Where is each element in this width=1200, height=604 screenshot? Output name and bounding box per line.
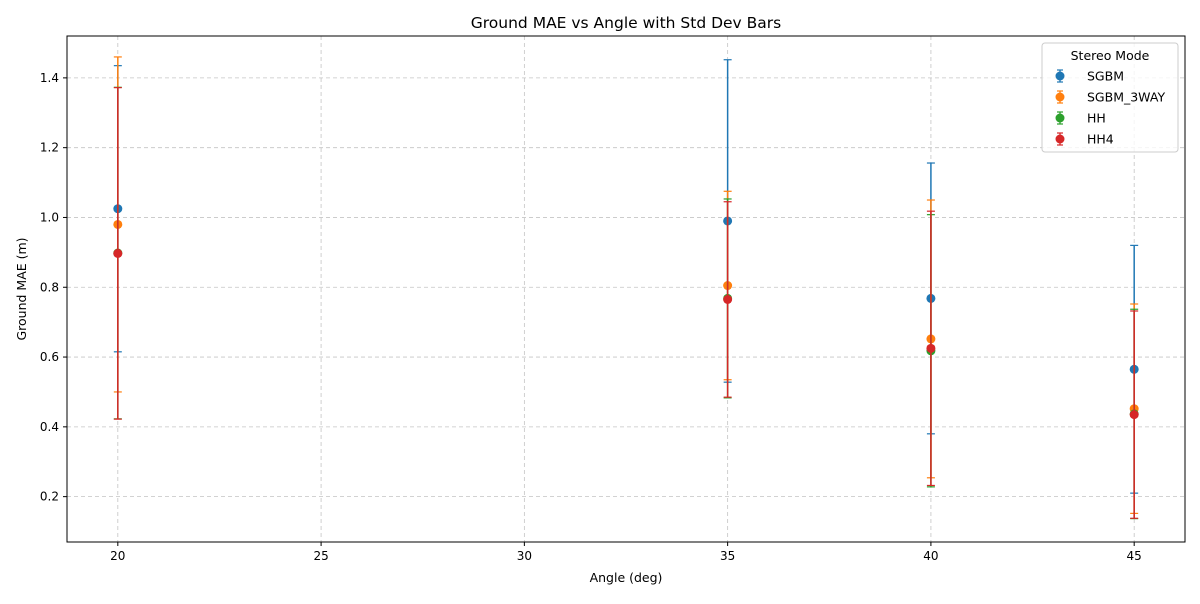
data-point (113, 248, 123, 258)
data-point (1129, 410, 1139, 420)
legend-item: HH4 (1055, 132, 1114, 147)
legend-label: SGBM_3WAY (1087, 90, 1165, 105)
legend: Stereo Mode SGBM SGBM_3WAY HH HH4 (1041, 42, 1179, 153)
chart-title: Ground MAE vs Angle with Std Dev Bars (471, 14, 782, 32)
legend-item: SGBM (1055, 69, 1124, 84)
legend-marker (1055, 71, 1065, 81)
legend-marker (1055, 134, 1065, 144)
legend-item: SGBM_3WAY (1055, 90, 1165, 105)
legend-title: Stereo Mode (1071, 48, 1150, 63)
x-tick-label: 20 (110, 549, 125, 563)
x-axis-label: Angle (deg) (590, 570, 663, 585)
legend-items: SGBM SGBM_3WAY HH HH4 (1055, 69, 1165, 147)
x-tick-label: 25 (313, 549, 328, 563)
data-point (926, 343, 936, 353)
x-tick-label: 30 (517, 549, 532, 563)
y-tick-label: 1.2 (40, 141, 59, 155)
legend-marker (1055, 92, 1065, 102)
y-axis-label: Ground MAE (m) (14, 237, 29, 340)
legend-label: HH4 (1087, 132, 1114, 147)
legend-label: SGBM (1087, 69, 1124, 84)
x-tick-label: 40 (923, 549, 938, 563)
x-tick-label: 35 (720, 549, 735, 563)
legend-frame (1041, 42, 1179, 153)
legend-marker (1055, 113, 1065, 123)
y-tick-label: 0.4 (40, 420, 59, 434)
y-tick-label: 1.0 (40, 210, 59, 224)
y-tick-label: 0.8 (40, 280, 59, 294)
y-tick-label: 0.2 (40, 490, 59, 504)
legend-item: HH (1055, 111, 1106, 126)
data-point (723, 294, 733, 304)
plot-frame (66, 35, 1186, 543)
series-hh4 (113, 87, 1139, 519)
y-tick-label: 0.6 (40, 350, 59, 364)
y-tick-label: 1.4 (40, 71, 59, 85)
tick-layer: 20 25 30 35 40 45 0.2 0.4 0.6 0.8 1.0 1.2 1.4 (40, 71, 1142, 563)
legend-label: HH (1087, 111, 1106, 126)
series-layer (113, 56, 1139, 520)
x-tick-label: 45 (1127, 549, 1142, 563)
